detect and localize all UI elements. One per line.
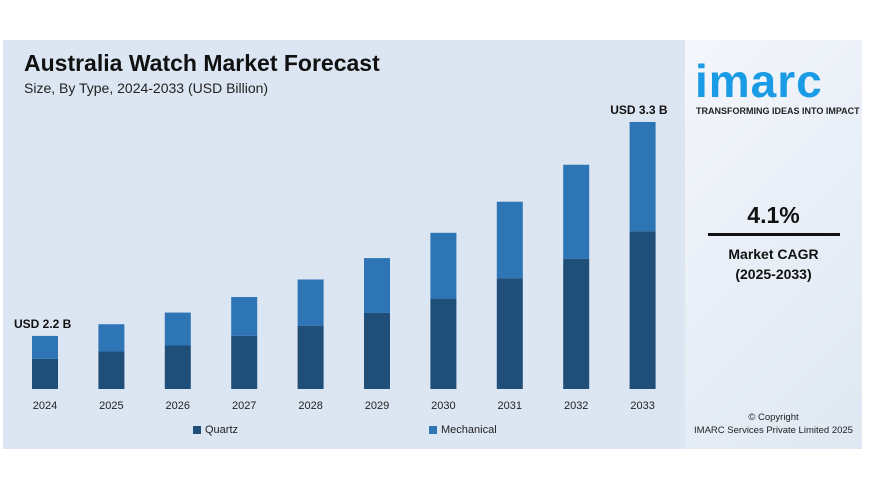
legend-mechanical: Mechanical	[429, 424, 497, 436]
cagr-period: (2025-2033)	[735, 266, 812, 282]
copyright: © Copyright	[748, 412, 799, 423]
bar-quartz-2033	[629, 231, 656, 389]
bar-chart: 2024 USD 2.2 B 2025 2026 2027 2028 2029 2030 203…	[14, 103, 668, 412]
bar-quartz-2024	[32, 358, 58, 389]
bar-mechanical-2026	[164, 312, 191, 346]
chart-subtitle: Size, By Type, 2024-2033 (USD Billion)	[24, 80, 269, 96]
x-tick-label: 2031	[498, 400, 522, 412]
x-tick-label: 2028	[298, 400, 322, 412]
x-tick-label: 2024	[33, 400, 57, 412]
bar-mechanical-2033	[629, 121, 656, 232]
bar-quartz-2029	[364, 312, 390, 389]
x-tick-label: 2027	[232, 400, 256, 412]
copyright-company: IMARC Services Private Limited 2025	[694, 425, 853, 436]
x-tick-label: 2033	[630, 400, 654, 412]
x-tick-label: 2030	[431, 400, 455, 412]
x-tick-label: 2026	[166, 400, 190, 412]
divider	[708, 233, 840, 236]
x-tick-label: 2025	[99, 400, 123, 412]
bar-mechanical-2032	[563, 164, 590, 259]
bar-quartz-2025	[98, 351, 125, 389]
legend-label: Mechanical	[441, 424, 497, 436]
chart-title: Australia Watch Market Forecast	[24, 50, 380, 76]
bar-quartz-2032	[563, 258, 590, 389]
bar-mechanical-2030	[430, 232, 457, 299]
imarc-logo: imarc	[695, 55, 823, 107]
cagr-label: Market CAGR	[728, 246, 819, 262]
legend-swatch	[429, 426, 437, 434]
data-label: USD 3.3 B	[610, 103, 668, 117]
bar-mechanical-2029	[364, 258, 390, 313]
bar-mechanical-2027	[231, 297, 258, 336]
bar-quartz-2026	[164, 345, 191, 389]
brand-tagline: TRANSFORMING IDEAS INTO IMPACT	[696, 106, 860, 116]
x-tick-label: 2029	[365, 400, 389, 412]
bar-quartz-2030	[430, 298, 457, 389]
legend-swatch	[193, 426, 201, 434]
bar-quartz-2031	[496, 278, 523, 389]
bar-mechanical-2025	[98, 324, 125, 352]
bar-mechanical-2031	[496, 201, 523, 279]
brand-panel	[685, 40, 862, 449]
bar-mechanical-2028	[297, 279, 324, 326]
bar-quartz-2028	[297, 325, 324, 389]
legend-label: Quartz	[205, 424, 239, 436]
cagr-value: 4.1%	[747, 202, 800, 228]
x-tick-label: 2032	[564, 400, 588, 412]
legend-quartz: Quartz	[193, 424, 238, 436]
bar-quartz-2027	[231, 335, 258, 389]
data-label: USD 2.2 B	[14, 317, 72, 331]
bar-mechanical-2024	[32, 335, 58, 359]
